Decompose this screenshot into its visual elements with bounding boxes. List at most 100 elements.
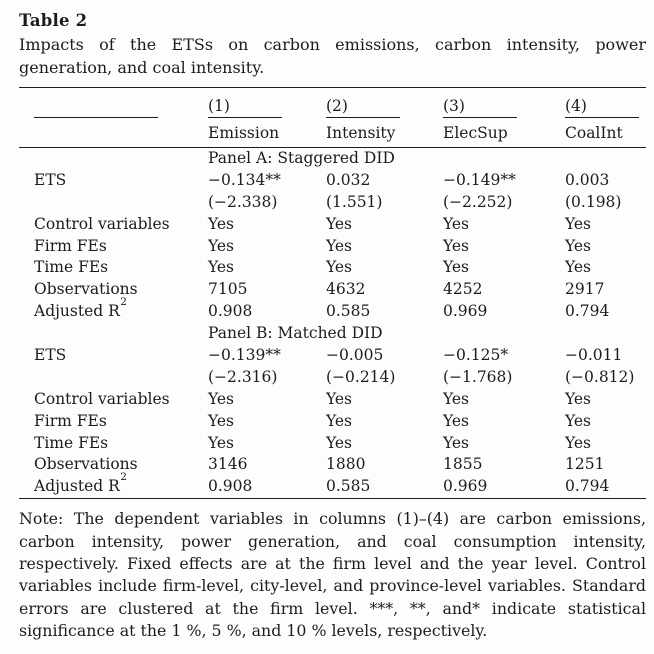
cell-value: Yes xyxy=(443,389,470,408)
cell-value: Yes xyxy=(326,433,353,452)
cell-value: Yes xyxy=(565,433,592,452)
cell-value: Yes xyxy=(443,258,470,277)
adjusted-r-label: Adjusted R xyxy=(34,477,120,496)
cell-value: Yes xyxy=(208,214,235,233)
col2-name: Intensity xyxy=(326,124,396,142)
col2-number: (2) xyxy=(326,95,400,118)
col3-number: (3) xyxy=(443,95,517,118)
cell-value: −0.139** xyxy=(208,346,281,365)
header-col2-cell: (2) xyxy=(326,88,443,118)
row-label: Time FEs xyxy=(34,258,109,277)
cell-value: Yes xyxy=(443,411,470,430)
panel-b-row-tstat: (−2.316) (−0.214) (−1.768) (−0.812) xyxy=(19,367,646,389)
cell-value: 4252 xyxy=(443,280,483,299)
cell-value: (0.198) xyxy=(565,192,622,211)
col4-name: CoalInt xyxy=(565,124,623,142)
row-label: Adjusted R2 xyxy=(19,297,208,323)
row-label: ETS xyxy=(34,170,67,189)
cell-value: Yes xyxy=(326,389,353,408)
cell-value: Yes xyxy=(208,433,235,452)
col4-number: (4) xyxy=(565,95,639,118)
cell-value: −0.149** xyxy=(443,170,516,189)
header-col1-cell: (1) xyxy=(208,88,326,118)
row-label: Observations xyxy=(34,455,138,474)
cell-value: 0.969 xyxy=(443,302,488,321)
cell-value: (1.551) xyxy=(326,192,383,211)
cell-value: 0.908 xyxy=(208,477,253,496)
superscript-2: 2 xyxy=(120,471,127,484)
cell-value: Yes xyxy=(443,433,470,452)
cell-value: Yes xyxy=(326,258,353,277)
cell-value: (−2.338) xyxy=(208,192,278,211)
header-col4-cell: (4) xyxy=(565,88,646,118)
panel-b-row-observations: Observations 3146 1880 1855 1251 xyxy=(19,454,646,476)
header-name-row: Emission Intensity ElecSup CoalInt xyxy=(19,118,646,147)
panel-a-row-firm-fes: Firm FEs Yes Yes Yes Yes xyxy=(19,236,646,258)
cell-value: 0.908 xyxy=(208,302,253,321)
row-label: Firm FEs xyxy=(34,411,107,430)
row-label: Firm FEs xyxy=(34,236,107,255)
panel-a-row-ets: ETS −0.134** 0.032 −0.149** 0.003 xyxy=(19,170,646,192)
row-label xyxy=(19,367,208,389)
cell-value: 0.003 xyxy=(565,170,610,189)
panel-b-title: Panel B: Matched DID xyxy=(208,324,383,343)
col1-number: (1) xyxy=(208,95,282,118)
cell-value: 2917 xyxy=(565,280,605,299)
table-header: (1) (2) (3) (4) Emission Intensity ElecS… xyxy=(19,88,646,148)
row-label xyxy=(19,192,208,214)
panel-b-row-control-variables: Control variables Yes Yes Yes Yes xyxy=(19,389,646,411)
cell-value: Yes xyxy=(565,258,592,277)
panel-b-row-firm-fes: Firm FEs Yes Yes Yes Yes xyxy=(19,411,646,433)
cell-value: (−1.768) xyxy=(443,367,513,386)
table-body: Panel A: Staggered DID ETS −0.134** 0.03… xyxy=(19,148,646,500)
label-column-rule xyxy=(34,95,158,118)
cell-value: −0.125* xyxy=(443,346,509,365)
cell-value: 1251 xyxy=(565,455,605,474)
header-label-empty xyxy=(19,118,208,147)
cell-value: (−2.316) xyxy=(208,367,278,386)
panel-a-row-control-variables: Control variables Yes Yes Yes Yes xyxy=(19,214,646,236)
superscript-2: 2 xyxy=(120,296,127,309)
cell-value: Yes xyxy=(443,214,470,233)
cell-value: Yes xyxy=(326,236,353,255)
header-label-cell xyxy=(19,88,208,118)
cell-value: Yes xyxy=(565,236,592,255)
row-label: Adjusted R2 xyxy=(19,472,208,498)
panel-a-title: Panel A: Staggered DID xyxy=(208,149,395,167)
cell-value: Yes xyxy=(326,411,353,430)
table-caption: Impacts of the ETSs on carbon emissions,… xyxy=(19,35,646,77)
cell-value: (−2.252) xyxy=(443,192,513,211)
panel-a-row-adjusted-r2: Adjusted R2 0.908 0.585 0.969 0.794 xyxy=(19,297,646,323)
cell-value: 0.585 xyxy=(326,477,371,496)
cell-value: Yes xyxy=(565,389,592,408)
cell-value: Yes xyxy=(443,236,470,255)
cell-value: 1880 xyxy=(326,455,366,474)
header-number-row: (1) (2) (3) (4) xyxy=(19,88,646,118)
table-title: Table 2 xyxy=(19,11,88,30)
cell-value: (−0.214) xyxy=(326,367,396,386)
cell-value: 0.969 xyxy=(443,477,488,496)
cell-value: 1855 xyxy=(443,455,483,474)
row-label: Control variables xyxy=(34,389,170,408)
panel-a-row-observations: Observations 7105 4632 4252 2917 xyxy=(19,279,646,301)
col3-name: ElecSup xyxy=(443,124,508,142)
cell-value: −0.005 xyxy=(326,346,384,365)
adjusted-r-label: Adjusted R xyxy=(34,302,120,321)
row-label: Time FEs xyxy=(34,433,109,452)
col1-name: Emission xyxy=(208,124,280,142)
cell-value: Yes xyxy=(208,411,235,430)
cell-value: Yes xyxy=(208,389,235,408)
cell-value: Yes xyxy=(565,411,592,430)
cell-value: Yes xyxy=(565,214,592,233)
panel-a-row-time-fes: Time FEs Yes Yes Yes Yes xyxy=(19,257,646,279)
cell-value: 3146 xyxy=(208,455,248,474)
cell-value: 0.585 xyxy=(326,302,371,321)
cell-value: 7105 xyxy=(208,280,248,299)
row-label: Control variables xyxy=(34,214,170,233)
row-label: ETS xyxy=(34,346,67,365)
cell-value: (−0.812) xyxy=(565,367,635,386)
cell-value: Yes xyxy=(326,214,353,233)
cell-value: 0.032 xyxy=(326,170,371,189)
row-label: Observations xyxy=(34,280,138,299)
